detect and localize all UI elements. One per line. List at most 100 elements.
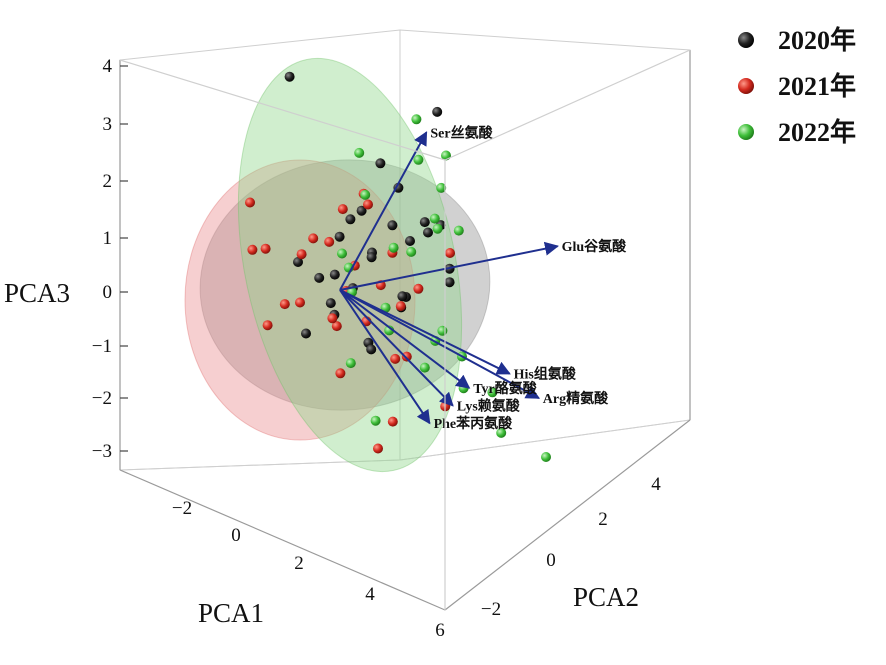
loading-label-1: Glu谷氨酸 [562,238,628,255]
data-point-2-3 [354,147,365,158]
data-point-2-5 [360,189,371,200]
loading-label-6: Phe苯丙氨酸 [434,415,514,432]
data-point-0-22 [293,257,303,267]
loading-arrow-5 [339,289,454,407]
data-point-1-21 [260,243,271,254]
data-point-2-6 [453,225,464,236]
y-axis-title: PCA2 [573,582,639,612]
loading-arrow-0 [339,131,428,291]
loading-label-0: Ser丝氨酸 [430,124,493,141]
legend: 2020年 2021年 2022年 [738,25,856,147]
data-point-2-20 [370,415,381,426]
data-point-0-0 [284,71,295,82]
data-point-0-14 [314,272,325,283]
data-point-1-25 [295,297,305,308]
loading-label-5: Lys赖氨酸 [457,398,521,415]
legend-marker-2021 [738,78,754,94]
data-point-0-23 [405,236,415,246]
legend-marker-2022 [738,124,754,140]
data-point-0-17 [397,291,408,302]
data-point-2-8 [388,242,399,253]
data-point-2-19 [541,452,551,462]
data-point-0-18 [301,328,311,339]
data-point-1-23 [445,248,455,258]
data-point-2-23 [429,213,440,224]
data-point-2-4 [436,182,447,193]
data-point-2-12 [384,325,395,336]
y-axis: −2 0 2 4 PCA2 [481,474,661,620]
z-axis-title: PCA3 [4,278,70,308]
x-tick-label-4: 6 [435,620,445,641]
z-tick-label-7: −3 [92,441,112,462]
data-point-2-0 [411,114,422,125]
loading-label-2: His组氨酸 [514,366,577,383]
data-point-1-2 [262,320,273,331]
data-point-1-0 [245,197,255,208]
x-tick-label-1: 0 [231,525,241,546]
data-point-0-10 [366,252,377,263]
data-point-0-9 [444,277,455,288]
data-point-0-6 [334,231,345,242]
data-point-1-3 [279,299,290,310]
x-tick-label-3: 4 [365,584,375,605]
data-point-2-24 [337,248,347,259]
y-tick-label-2: 2 [598,509,608,530]
data-point-2-18 [496,427,507,438]
data-point-0-5 [387,220,398,231]
data-point-1-11 [331,321,342,332]
z-tick-label-6: −2 [92,388,112,409]
legend-label-2021: 2021年 [778,71,856,101]
data-point-2-25 [419,362,430,373]
data-point-1-5 [308,233,319,244]
data-point-1-12 [327,313,338,324]
data-point-0-20 [366,344,377,355]
loading-arrow-3 [339,289,541,399]
data-point-2-22 [432,223,443,234]
data-point-0-3 [356,205,367,216]
x-tick-label-0: −2 [172,498,192,519]
data-point-1-14 [413,283,424,294]
data-point-0-1 [432,106,443,117]
data-point-1-16 [401,351,412,362]
z-tick-label-4: 0 [103,282,113,303]
data-point-2-2 [413,154,424,165]
z-tick-label-0: 4 [103,56,113,77]
x-tick-label-2: 2 [294,553,304,574]
y-tick-label-0: −2 [481,599,501,620]
data-point-0-25 [345,214,356,225]
legend-marker-2020 [738,32,754,48]
data-point-1-22 [337,204,348,215]
data-point-1-17 [335,368,346,379]
z-axis: 4 3 2 1 0 −1 −2 −3 PCA3 [4,56,128,462]
loading-label-4: Tyr酪氨酸 [473,380,538,397]
box-front [119,49,691,611]
data-point-0-27 [419,217,430,228]
loadings-layer: Ser丝氨酸 Glu谷氨酸 His组氨酸 Arg精氨酸 Tyr酪氨酸Lys赖氨酸Phe苯… [339,124,628,432]
data-point-2-11 [437,325,448,336]
data-point-1-27 [390,353,401,364]
z-tick-label-1: 3 [103,114,113,135]
data-point-0-11 [329,269,340,280]
data-point-2-7 [406,246,417,257]
data-point-2-17 [487,387,498,398]
data-point-2-15 [345,358,356,369]
loading-arrow-6 [339,289,431,425]
data-point-1-15 [363,199,373,210]
data-point-1-4 [296,249,307,260]
legend-label-2022: 2022年 [778,117,856,147]
data-point-0-26 [325,298,336,309]
points-layer [245,71,551,462]
y-tick-label-3: 4 [651,474,661,495]
loading-arrow-1 [339,241,559,291]
y-tick-label-1: 0 [546,550,556,571]
loading-label-3: Arg精氨酸 [543,390,609,407]
x-axis: −2 0 2 4 6 PCA1 [172,498,445,641]
z-tick-label-3: 1 [103,228,113,249]
data-point-1-26 [395,301,406,312]
data-point-1-6 [324,236,335,247]
data-point-0-8 [423,227,433,238]
z-tick-label-5: −1 [92,336,112,357]
data-point-0-4 [393,182,404,193]
loading-arrow-2 [339,289,511,375]
